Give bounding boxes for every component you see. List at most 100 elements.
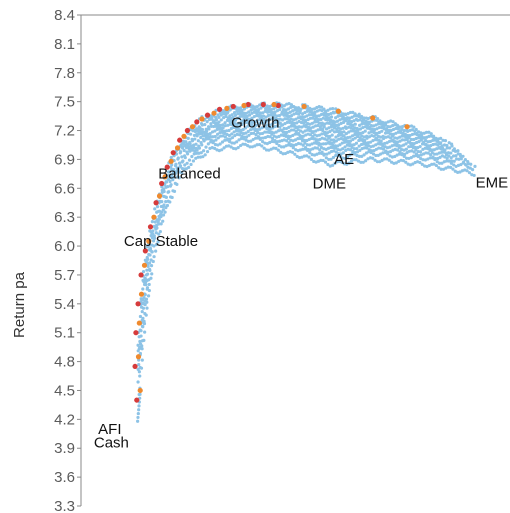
cloud-point <box>428 156 432 160</box>
cloud-point <box>273 110 277 114</box>
cloud-point <box>279 145 284 149</box>
cloud-point <box>208 131 212 136</box>
cloud-point <box>165 203 170 208</box>
cloud-point <box>393 136 397 140</box>
cloud-point <box>346 135 350 140</box>
cloud-point <box>393 154 397 159</box>
cloud-point <box>357 154 361 158</box>
cloud-point <box>252 131 256 135</box>
cloud-point <box>380 158 384 162</box>
cloud-point <box>230 132 234 136</box>
cloud-point <box>369 123 373 128</box>
cloud-point <box>228 114 232 118</box>
cloud-point <box>467 171 472 175</box>
cloud-point <box>272 107 276 111</box>
cloud-point <box>226 137 230 141</box>
cloud-point <box>205 129 209 133</box>
cloud-point <box>160 210 164 214</box>
cloud-point <box>220 148 224 152</box>
cloud-point <box>287 129 291 133</box>
cloud-point <box>329 157 333 161</box>
cloud-point <box>308 109 312 114</box>
cloud-point <box>327 151 331 155</box>
cloud-point <box>182 167 186 171</box>
cloud-point <box>166 184 170 189</box>
cloud-point <box>186 143 190 147</box>
cloud-point <box>443 155 447 159</box>
cloud-point <box>137 404 141 408</box>
cloud-point <box>186 136 190 140</box>
cloud-point <box>343 145 347 149</box>
cloud-point <box>266 118 271 123</box>
cloud-point <box>317 151 321 155</box>
frontier-orange-point <box>137 387 143 394</box>
cloud-point <box>159 222 163 226</box>
cloud-point <box>145 286 150 290</box>
cloud-point <box>362 116 366 120</box>
cloud-point <box>327 157 331 162</box>
cloud-point <box>160 185 164 189</box>
cloud-point <box>151 229 155 233</box>
cloud-point <box>402 129 407 133</box>
cloud-point <box>213 134 217 139</box>
cloud-point <box>448 165 453 169</box>
cloud-point <box>137 370 141 374</box>
cloud-point <box>228 137 232 141</box>
cloud-point <box>339 152 343 156</box>
cloud-point <box>186 152 190 156</box>
cloud-point <box>242 111 246 115</box>
cloud-point <box>249 139 253 143</box>
cloud-point <box>154 249 158 253</box>
frontier-red-point <box>147 224 154 230</box>
cloud-point <box>417 140 421 144</box>
cloud-point <box>230 113 234 117</box>
frontier-red-point <box>138 272 144 278</box>
cloud-point <box>312 141 316 145</box>
cloud-point <box>353 112 357 116</box>
cloud-point <box>167 190 171 194</box>
cloud-point <box>287 125 291 129</box>
cloud-point <box>348 139 353 143</box>
cloud-point <box>309 157 313 162</box>
frontier-red-point <box>245 101 251 108</box>
frontier-orange-point <box>189 124 196 130</box>
cloud-point <box>378 160 382 164</box>
cloud-point <box>437 161 442 165</box>
cloud-point <box>403 152 407 156</box>
cloud-point <box>426 140 430 144</box>
cloud-point <box>223 121 227 125</box>
frontier-red-point <box>260 101 266 108</box>
cloud-point <box>430 162 434 166</box>
cloud-point <box>254 108 258 112</box>
cloud-point <box>441 138 445 142</box>
cloud-point <box>424 151 428 155</box>
cloud-point <box>431 138 435 143</box>
cloud-point <box>161 213 166 217</box>
cloud-point <box>330 128 334 132</box>
cloud-point <box>334 139 338 143</box>
cloud-point <box>313 146 317 150</box>
cloud-point <box>280 118 285 122</box>
y-tick-label: 6.0 <box>54 238 75 255</box>
cloud-point <box>314 129 318 133</box>
cloud-point <box>240 122 244 127</box>
cloud-point <box>383 131 388 135</box>
cloud-point <box>392 161 396 165</box>
cloud-point <box>177 161 182 165</box>
cloud-point <box>153 207 157 211</box>
cloud-point <box>235 132 239 137</box>
cloud-point <box>344 131 348 136</box>
y-tick-label: 3.9 <box>54 440 75 457</box>
frontier-orange-point <box>138 291 145 297</box>
cloud-point <box>198 126 202 130</box>
cloud-point <box>388 145 392 149</box>
cloud-point <box>288 110 292 114</box>
cloud-point <box>354 141 359 145</box>
cloud-point <box>316 128 320 132</box>
cloud-point <box>169 183 173 187</box>
cloud-point <box>200 143 204 147</box>
cloud-point <box>361 131 365 135</box>
cloud-point <box>417 133 422 138</box>
cloud-point <box>336 148 340 152</box>
cloud-point <box>181 145 185 149</box>
